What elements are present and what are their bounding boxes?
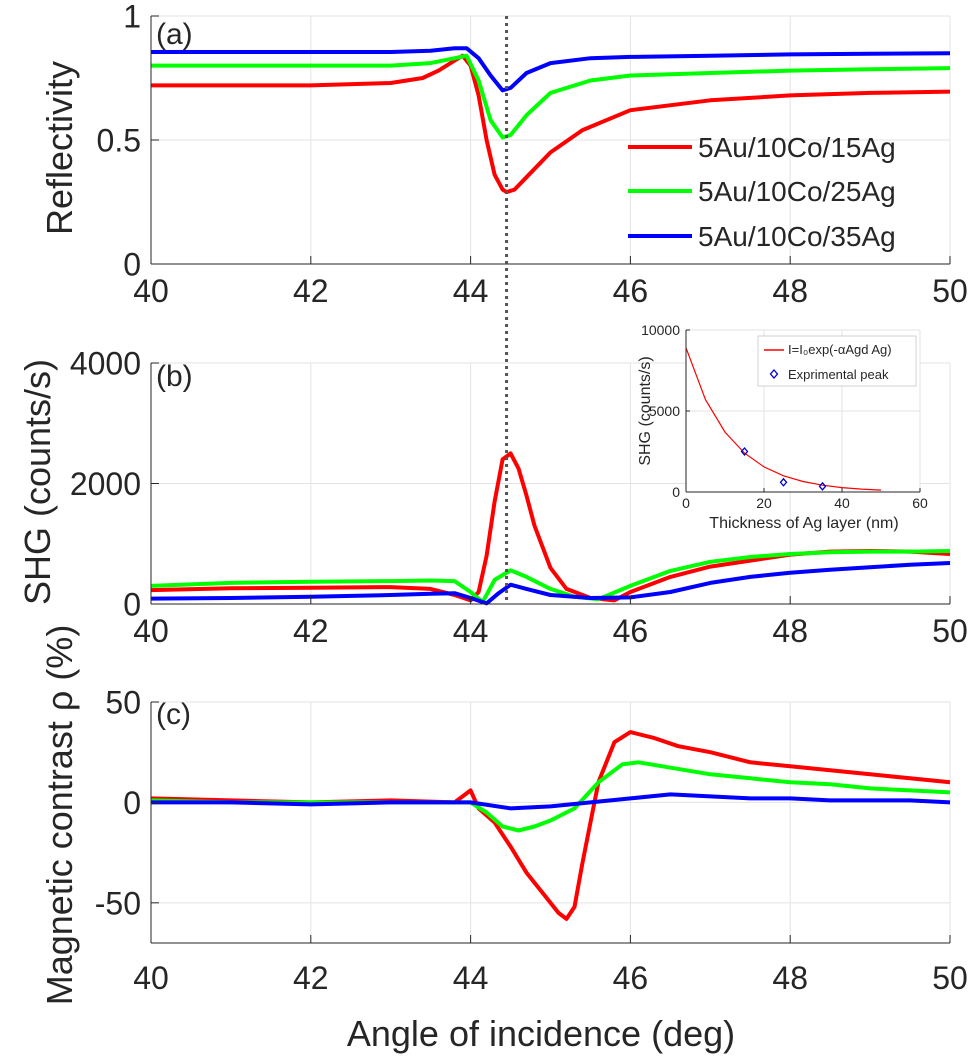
panel-a-ylabel: Reflectivity — [39, 61, 80, 235]
c-xtick-label-42: 42 — [293, 960, 329, 996]
a-xtick-label-50: 50 — [932, 273, 968, 309]
b-xtick-label-42: 42 — [293, 613, 329, 649]
c-xtick-label-46: 46 — [613, 960, 649, 996]
legend-label-25ag: 5Au/10Co/25Ag — [698, 176, 896, 207]
inset-series — [685, 347, 882, 491]
inset-legend: I=I₀exp(-αAgd Ag) Exprimental peak — [757, 335, 917, 387]
inset-ylabel: SHG (counts/s) — [637, 356, 654, 465]
panel-b-tag: (b) — [156, 360, 193, 393]
c-ytick-label-0: 0 — [123, 785, 141, 821]
panel-a-tag: (a) — [156, 18, 193, 51]
panel-b-ylabel: SHG (counts/s) — [17, 359, 58, 605]
c-series-5au-10co-15ag — [150, 730, 951, 921]
c-xtick-label-40: 40 — [133, 960, 169, 996]
inset-legend-frame — [757, 335, 917, 387]
b-ytick-label-2000: 2000 — [70, 466, 141, 502]
a-ytick-label-1: 1 — [123, 0, 141, 35]
panel-c-axes: 40 42 44 46 48 50 -50 0 50 — [95, 685, 968, 996]
b-ytick-label-4000: 4000 — [70, 346, 141, 382]
panel-c-series — [150, 730, 951, 921]
panel-a-series — [151, 46, 951, 195]
panel-c-ylabel: Magnetic contrast ρ (%) — [39, 625, 80, 1006]
b-xtick-label-48: 48 — [772, 613, 808, 649]
c-xtick-label-50: 50 — [932, 960, 968, 996]
b-xtick-label-46: 46 — [613, 613, 649, 649]
inset-xlabel: Thickness of Ag layer (nm) — [709, 515, 898, 532]
b-xtick-label-40: 40 — [133, 613, 169, 649]
panel-b-series — [150, 451, 951, 606]
inset-point-15 — [740, 447, 749, 456]
inset-point-25 — [779, 477, 788, 487]
panel-reflectivity: 40 42 44 46 48 50 0 0.5 1 (a) Reflectivity 5Au/1… — [39, 0, 968, 309]
a-xtick-label-40: 40 — [133, 273, 169, 309]
a-xtick-label-46: 46 — [613, 273, 649, 309]
b-series-5au-10co-35ag — [150, 561, 951, 606]
inset-xtick-label-20: 20 — [756, 495, 772, 511]
b-xtick-label-50: 50 — [932, 613, 968, 649]
inset-xtick-label-40: 40 — [834, 495, 850, 511]
b-series-5au-10co-25ag — [150, 549, 951, 605]
a-series-5au-10co-25ag — [151, 53, 951, 140]
a-ytick-label-0-5: 0.5 — [97, 123, 141, 159]
a-ytick-label-0: 0 — [123, 247, 141, 283]
panel-c-tag: (c) — [156, 698, 191, 731]
legend: 5Au/10Co/15Ag 5Au/10Co/25Ag 5Au/10Co/35A… — [628, 132, 896, 252]
b-xtick-label-44: 44 — [453, 613, 489, 649]
c-xtick-label-48: 48 — [772, 960, 808, 996]
a-xtick-label-48: 48 — [772, 273, 808, 309]
x-axis-title: Angle of incidence (deg) — [347, 1013, 735, 1054]
inset-axes: 0 20 40 60 0 5000 10000 — [641, 322, 928, 511]
c-xtick-label-44: 44 — [453, 960, 489, 996]
a-xtick-label-42: 42 — [293, 273, 329, 309]
c-series-5au-10co-35ag — [151, 792, 951, 811]
a-series-5au-10co-35ag — [151, 46, 951, 93]
inset-xtick-label-0: 0 — [682, 495, 690, 511]
legend-label-15ag: 5Au/10Co/15Ag — [698, 132, 896, 163]
inset-legend-point-label: Exprimental peak — [788, 367, 889, 382]
panel-magnetic-contrast: 40 42 44 46 48 50 -50 0 50 (c) Magnetic contrast… — [39, 625, 968, 1006]
inset-xtick-label-60: 60 — [912, 495, 928, 511]
inset-chart: 0 20 40 60 0 5000 10000 SHG (counts/s) Thickne… — [637, 322, 928, 532]
inset-fit-curve — [685, 347, 882, 491]
b-ytick-label-0: 0 — [123, 587, 141, 623]
inset-legend-point-swatch — [769, 369, 779, 379]
c-ytick-label--50: -50 — [95, 885, 141, 921]
inset-ytick-label-10000: 10000 — [641, 322, 680, 338]
inset-point-35 — [818, 481, 827, 491]
c-ytick-label-50: 50 — [105, 685, 141, 721]
inset-ytick-label-5000: 5000 — [649, 403, 680, 419]
inset-legend-fit-label: I=I₀exp(-αAgd Ag) — [788, 342, 892, 357]
panel-a-axes: 40 42 44 46 48 50 0 0.5 1 — [97, 0, 968, 309]
inset-ytick-label-0: 0 — [672, 484, 680, 500]
a-series-5au-10co-15ag — [151, 53, 951, 195]
a-xtick-label-44: 44 — [453, 273, 489, 309]
legend-label-35ag: 5Au/10Co/35Ag — [698, 221, 896, 252]
